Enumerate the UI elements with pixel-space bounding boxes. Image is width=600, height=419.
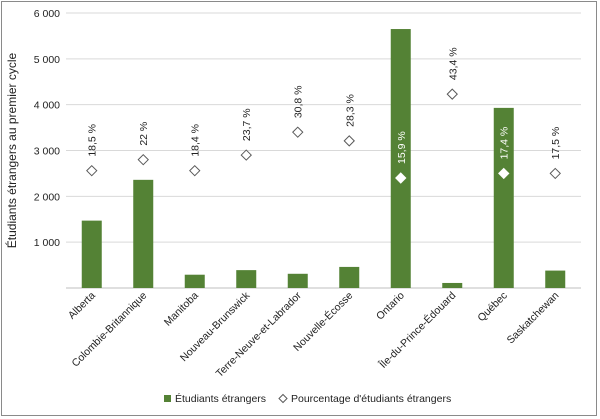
bar xyxy=(81,220,102,288)
y-axis-title: Étudiants étrangers au premier cycle xyxy=(4,52,19,248)
percentage-label: 15,9 % xyxy=(396,131,408,164)
legend-swatch-bars xyxy=(164,395,171,402)
legend-swatch-markers xyxy=(278,393,288,404)
percentage-label: 43,4 % xyxy=(447,47,459,80)
percentage-marker xyxy=(446,88,458,100)
percentage-marker xyxy=(240,149,252,161)
marker-series: 18,5 % 22 % 18,4 % 23,7 % 30,8 % 28,3 % 15,9 %… xyxy=(86,47,562,184)
percentage-label: 18,4 % xyxy=(190,124,202,157)
percentage-label: 30,8 % xyxy=(293,85,305,118)
percentage-marker xyxy=(395,172,407,184)
bar-series xyxy=(81,29,566,289)
bar xyxy=(236,270,257,288)
percentage-label: 28,3 % xyxy=(344,94,356,127)
y-tick-label: 4 000 xyxy=(34,100,60,112)
legend: Étudiants étrangers Pourcentage d'étudia… xyxy=(164,392,451,405)
percentage-label: 17,5 % xyxy=(550,127,562,160)
percentage-marker xyxy=(292,126,304,138)
bar xyxy=(390,29,411,289)
category-label: Ontario xyxy=(374,290,407,323)
y-axis: 1 000 2 000 3 000 4 000 5 000 6 000 xyxy=(34,8,60,249)
legend-label-bars: Étudiants étrangers xyxy=(175,392,266,405)
percentage-label: 18,5 % xyxy=(87,124,99,157)
y-tick-label: 5 000 xyxy=(34,54,60,66)
percentage-marker xyxy=(343,135,355,147)
bar xyxy=(287,273,308,288)
percentage-label: 22 % xyxy=(138,122,150,146)
percentage-marker xyxy=(549,167,561,180)
bar xyxy=(339,266,360,288)
bar xyxy=(184,274,205,288)
percentage-marker xyxy=(498,167,510,180)
category-label: Manitoba xyxy=(162,290,201,329)
y-tick-label: 3 000 xyxy=(34,146,60,158)
bar xyxy=(442,282,463,288)
y-tick-label: 2 000 xyxy=(34,191,60,203)
category-label: Terre-Neuve-et-Labrador xyxy=(214,289,305,380)
category-label: Alberta xyxy=(66,290,98,322)
legend-label-markers: Pourcentage d'étudiants étrangers xyxy=(291,393,451,405)
category-label: Québec xyxy=(475,290,509,324)
percentage-marker xyxy=(86,164,98,177)
y-tick-label: 1 000 xyxy=(34,237,60,249)
bar xyxy=(493,107,514,288)
y-tick-label: 6 000 xyxy=(34,8,60,20)
bar xyxy=(133,179,154,288)
percentage-label: 23,7 % xyxy=(241,108,253,141)
percentage-marker xyxy=(137,153,149,166)
percentage-label: 17,4 % xyxy=(499,127,511,160)
bar xyxy=(545,270,566,288)
percentage-marker xyxy=(189,164,201,177)
category-label: Saskatchewan xyxy=(505,290,562,347)
